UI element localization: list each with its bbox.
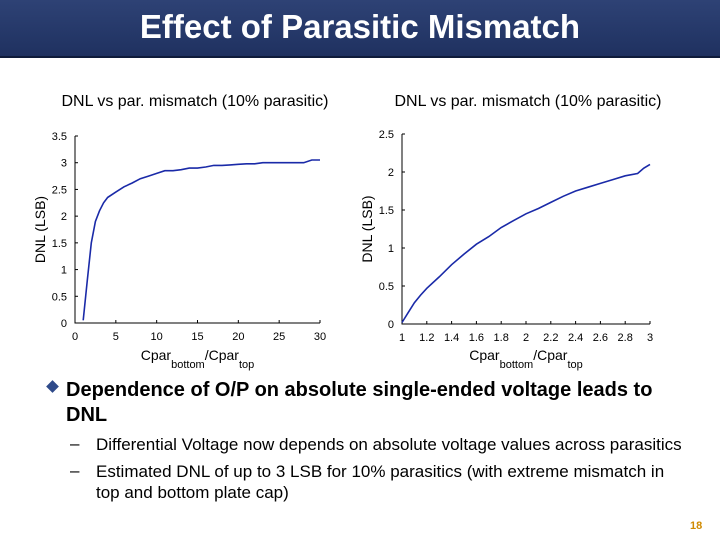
y-tick-label: 2 [61, 211, 67, 223]
y-tick-label: 2.5 [52, 184, 67, 196]
x-tick-label: 1.2 [419, 332, 434, 344]
axis-lines [401, 134, 650, 325]
bullet-area: Dependence of O/P on absolute single-end… [46, 378, 688, 503]
y-tick-label: 1 [388, 243, 394, 255]
charts-area: DNL vs par. mismatch (10% parasitic) 0 0.5… [32, 93, 662, 371]
axis-lines [74, 136, 320, 324]
y-axis-label: DNL (LSB) [32, 196, 48, 263]
chart-title: DNL vs par. mismatch (10% parasitic) [394, 93, 661, 110]
x-tick-label: 30 [314, 331, 326, 343]
sub-bullet-text: Estimated DNL of up to 3 LSB for 10% par… [96, 462, 665, 502]
x-tick-label: 10 [151, 331, 163, 343]
x-tick-label: 1.8 [494, 332, 509, 344]
y-tick-label: 3 [61, 158, 67, 170]
x-tick-label: 0 [72, 331, 78, 343]
y-tick-label: 1.5 [379, 205, 394, 217]
main-bullet: Dependence of O/P on absolute single-end… [46, 378, 688, 428]
x-tick-label: 2.2 [543, 332, 558, 344]
sub-bullet-text: Differential Voltage now depends on abso… [96, 435, 682, 454]
y-tick-label: 0.5 [379, 281, 394, 293]
x-tick-label: 5 [113, 331, 119, 343]
x-tick-label: 2.6 [593, 332, 608, 344]
sub-bullet: – Differential Voltage now depends on ab… [48, 434, 688, 455]
chart-left: DNL vs par. mismatch (10% parasitic) 0 0.5… [32, 93, 329, 371]
y-tick-label: 2 [388, 167, 394, 179]
title-bar: Effect of Parasitic Mismatch [0, 0, 720, 58]
x-tick-label: 2.8 [618, 332, 633, 344]
x-tick-label: 1.6 [469, 332, 484, 344]
y-tick-label: 2.5 [379, 129, 394, 141]
x-axis-label: Cparbottom/Cpartop [469, 347, 583, 371]
x-tick-label: 1 [399, 332, 405, 344]
x-tick-label: 15 [191, 331, 203, 343]
y-tick-label: 0 [388, 319, 394, 331]
y-tick-label: 0 [61, 318, 67, 330]
dash-icon: – [70, 461, 80, 480]
x-tick-label: 25 [273, 331, 285, 343]
slide-title: Effect of Parasitic Mismatch [139, 8, 581, 45]
diamond-bullet-icon [46, 380, 59, 393]
page-number: 18 [690, 520, 703, 532]
y-tick-label: 3.5 [52, 131, 67, 143]
x-tick-label: 2.4 [568, 332, 583, 344]
series-line [401, 163, 651, 323]
x-tick-label: 2 [523, 332, 529, 344]
chart-title: DNL vs par. mismatch (10% parasitic) [61, 93, 328, 110]
dash-icon: – [70, 434, 80, 453]
y-tick-label: 1 [61, 265, 67, 277]
y-axis-label: DNL (LSB) [359, 195, 375, 262]
main-bullet-text: Dependence of O/P on absolute single-end… [66, 379, 653, 426]
y-tick-label: 1.5 [52, 238, 67, 250]
chart-right: DNL vs par. mismatch (10% parasitic) 0 0.5… [359, 93, 662, 371]
x-tick-label: 20 [232, 331, 244, 343]
x-tick-label: 1.4 [444, 332, 459, 344]
y-tick-label: 0.5 [52, 291, 67, 303]
x-axis-label: Cparbottom/Cpartop [141, 347, 255, 371]
sub-bullet: – Estimated DNL of up to 3 LSB for 10% p… [48, 461, 688, 503]
series-line [82, 159, 320, 321]
x-tick-label: 3 [647, 332, 653, 344]
